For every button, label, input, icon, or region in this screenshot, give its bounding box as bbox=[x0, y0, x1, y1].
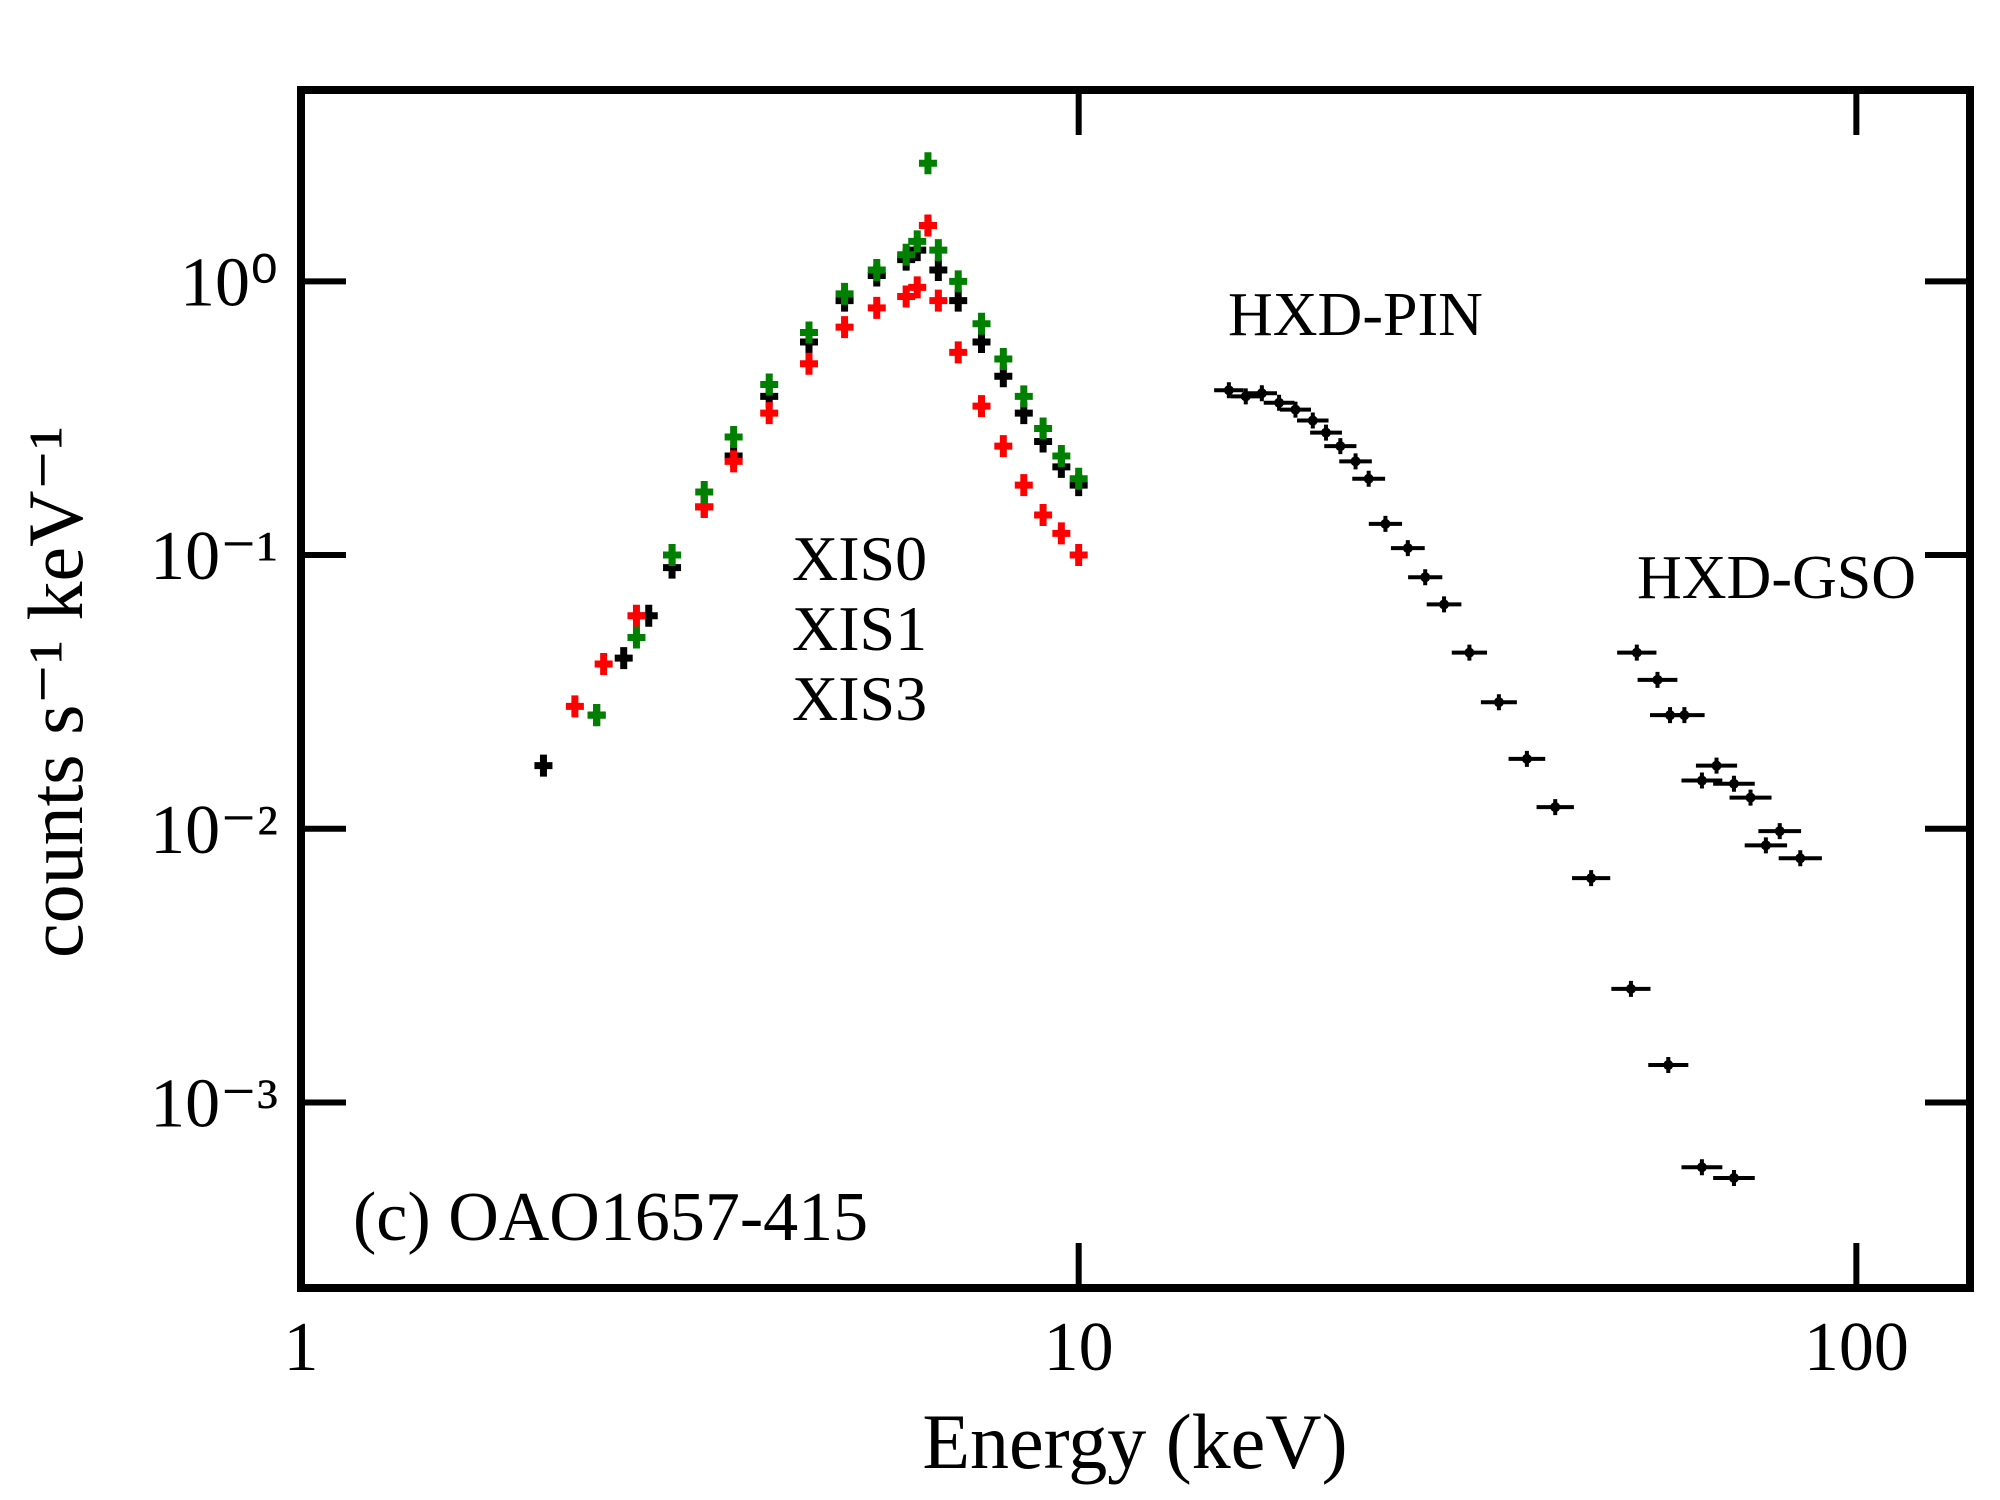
data-dot bbox=[1663, 1060, 1674, 1071]
data-point bbox=[994, 435, 1013, 458]
data-point bbox=[908, 276, 927, 299]
data-dot bbox=[1274, 397, 1285, 408]
data-dot bbox=[1363, 473, 1374, 484]
y-tick-label: 10⁻¹ bbox=[150, 518, 278, 595]
data-dot bbox=[1321, 427, 1332, 438]
data-point bbox=[929, 289, 948, 312]
data-dot bbox=[1290, 404, 1301, 415]
y-tick-label: 10⁻² bbox=[150, 792, 278, 869]
data-dot bbox=[1728, 1172, 1739, 1183]
x-tick-label: 100 bbox=[1804, 1309, 1909, 1386]
x-tick-label: 10 bbox=[1044, 1309, 1114, 1386]
data-point bbox=[972, 395, 991, 418]
data-point bbox=[835, 316, 854, 339]
data-point bbox=[867, 296, 886, 319]
data-point bbox=[565, 695, 584, 718]
data-point bbox=[663, 544, 682, 567]
data-point bbox=[724, 425, 743, 448]
data-dot bbox=[1350, 456, 1361, 467]
data-point bbox=[1014, 474, 1033, 497]
data-dot bbox=[1745, 792, 1756, 803]
data-dot bbox=[1679, 710, 1690, 721]
series-label: HXD-GSO bbox=[1637, 544, 1916, 612]
data-point bbox=[594, 652, 613, 675]
data-dot bbox=[1420, 572, 1431, 583]
series-label: HXD-PIN bbox=[1228, 281, 1483, 349]
data-dot bbox=[1631, 647, 1642, 658]
data-point bbox=[760, 402, 779, 425]
data-point bbox=[929, 258, 948, 281]
data-point bbox=[918, 152, 937, 175]
data-dot bbox=[1464, 647, 1475, 658]
x-tick-label: 1 bbox=[284, 1309, 319, 1386]
data-dot bbox=[1696, 1162, 1707, 1173]
data-dot bbox=[1760, 840, 1771, 851]
data-dot bbox=[1586, 873, 1597, 884]
data-point bbox=[835, 282, 854, 305]
y-tick-label: 10⁻³ bbox=[150, 1065, 278, 1142]
data-point bbox=[1034, 417, 1053, 440]
data-dot bbox=[1402, 543, 1413, 554]
data-point bbox=[799, 321, 818, 344]
data-point bbox=[1052, 445, 1071, 468]
data-dot bbox=[1521, 753, 1532, 764]
data-point bbox=[760, 373, 779, 396]
y-tick-label: 10⁰ bbox=[180, 244, 278, 321]
data-dot bbox=[1550, 802, 1561, 813]
data-dot bbox=[1795, 853, 1806, 864]
data-dot bbox=[1223, 385, 1234, 396]
series-label: XIS3 bbox=[792, 663, 927, 734]
data-point bbox=[1069, 544, 1088, 567]
data-dot bbox=[1728, 778, 1739, 789]
data-dot bbox=[1625, 983, 1636, 994]
data-point bbox=[1034, 504, 1053, 527]
data-point bbox=[587, 704, 606, 727]
data-point bbox=[949, 341, 968, 364]
annotation: (c) OAO1657-415 bbox=[353, 1179, 868, 1256]
data-point bbox=[949, 270, 968, 293]
data-dot bbox=[1493, 697, 1504, 708]
data-dot bbox=[1652, 674, 1663, 685]
data-dot bbox=[1307, 415, 1318, 426]
data-point bbox=[627, 626, 646, 649]
x-axis-label: Energy (keV) bbox=[922, 1398, 1347, 1485]
y-axis-label: counts s⁻¹ keV⁻¹ bbox=[12, 426, 99, 958]
series-label: XIS0 bbox=[792, 523, 927, 594]
data-point bbox=[695, 480, 714, 503]
data-point bbox=[534, 754, 553, 777]
data-point bbox=[1069, 467, 1088, 490]
series-label: XIS1 bbox=[792, 593, 927, 664]
data-point bbox=[918, 214, 937, 237]
data-point bbox=[867, 258, 886, 281]
data-dot bbox=[1380, 518, 1391, 529]
data-point bbox=[614, 647, 633, 670]
data-point bbox=[908, 230, 927, 253]
data-dot bbox=[1774, 826, 1785, 837]
data-point bbox=[929, 239, 948, 262]
data-point bbox=[627, 604, 646, 627]
data-point bbox=[1014, 385, 1033, 408]
data-point bbox=[724, 450, 743, 473]
data-point bbox=[994, 348, 1013, 371]
data-point bbox=[1052, 522, 1071, 545]
data-dot bbox=[1696, 775, 1707, 786]
data-point bbox=[897, 285, 916, 308]
data-dot bbox=[1439, 599, 1450, 610]
data-point bbox=[897, 243, 916, 266]
plot-frame bbox=[297, 86, 1974, 1292]
data-point bbox=[949, 289, 968, 312]
data-point bbox=[799, 352, 818, 375]
data-dot bbox=[1335, 441, 1346, 452]
data-dot bbox=[1256, 388, 1267, 399]
data-dot bbox=[1711, 760, 1722, 771]
data-point bbox=[972, 312, 991, 335]
